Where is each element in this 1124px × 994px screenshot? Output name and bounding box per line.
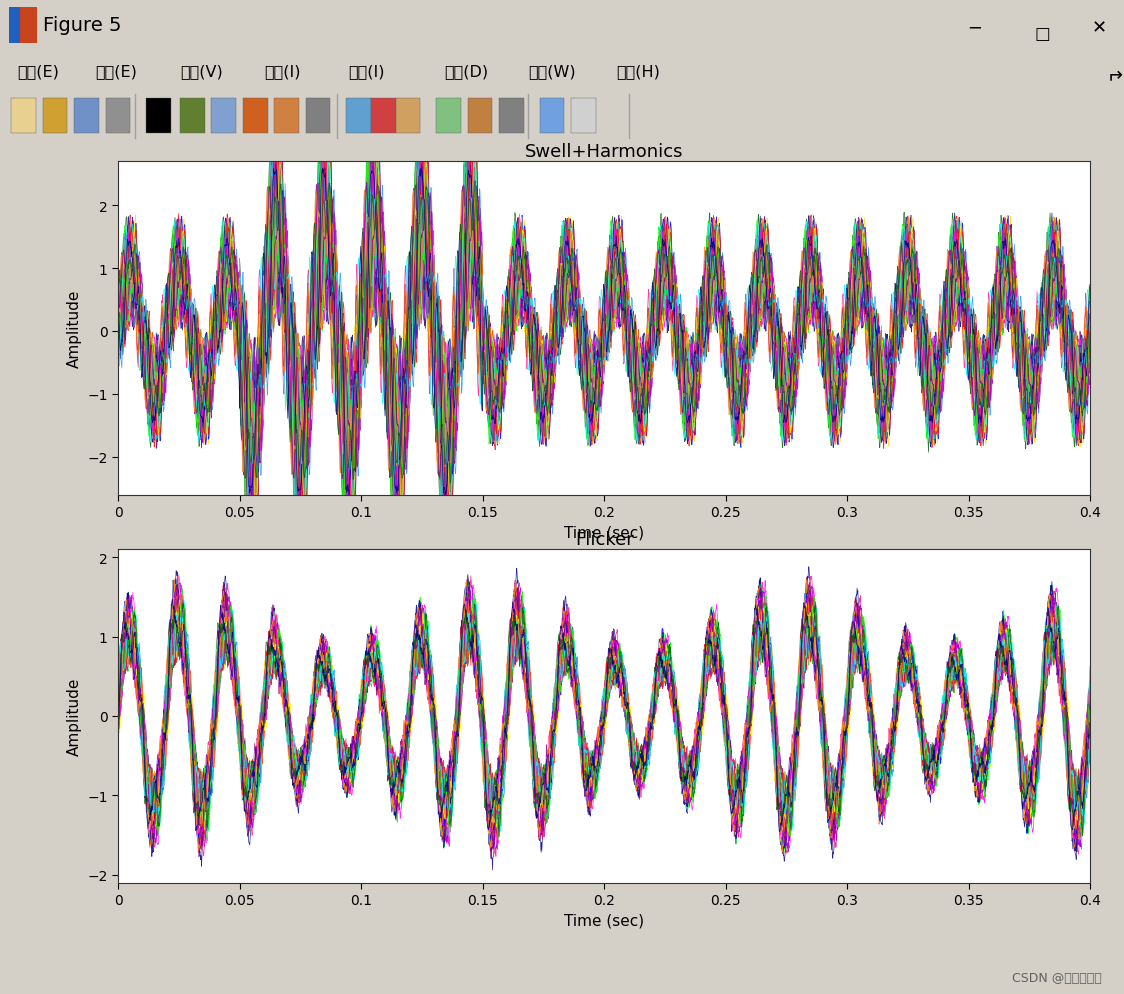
Title: Swell+Harmonics: Swell+Harmonics — [525, 142, 683, 160]
Text: CSDN @荔枝科研社: CSDN @荔枝科研社 — [1012, 971, 1102, 984]
FancyBboxPatch shape — [468, 98, 492, 134]
FancyBboxPatch shape — [306, 98, 330, 134]
Text: 插入(I): 插入(I) — [264, 64, 300, 79]
Text: Figure 5: Figure 5 — [43, 16, 121, 36]
X-axis label: Time (sec): Time (sec) — [564, 525, 644, 540]
FancyBboxPatch shape — [106, 98, 130, 134]
FancyBboxPatch shape — [499, 98, 524, 134]
FancyBboxPatch shape — [346, 98, 371, 134]
FancyBboxPatch shape — [43, 98, 67, 134]
Text: 查看(V): 查看(V) — [180, 64, 223, 79]
FancyBboxPatch shape — [396, 98, 420, 134]
Text: 工具(I): 工具(I) — [348, 64, 384, 79]
FancyBboxPatch shape — [243, 98, 268, 134]
FancyBboxPatch shape — [74, 98, 99, 134]
FancyBboxPatch shape — [274, 98, 299, 134]
Y-axis label: Amplitude: Amplitude — [66, 677, 82, 755]
FancyBboxPatch shape — [180, 98, 205, 134]
Text: 编辑(E): 编辑(E) — [96, 64, 137, 79]
Text: 窗口(W): 窗口(W) — [528, 64, 575, 79]
Title: Flicker: Flicker — [574, 530, 634, 548]
Text: ─: ─ — [969, 20, 980, 38]
FancyBboxPatch shape — [371, 98, 396, 134]
Bar — [9, 8, 20, 44]
FancyBboxPatch shape — [211, 98, 236, 134]
Text: 桌面(D): 桌面(D) — [444, 64, 488, 79]
X-axis label: Time (sec): Time (sec) — [564, 912, 644, 927]
FancyBboxPatch shape — [11, 98, 36, 134]
FancyBboxPatch shape — [571, 98, 596, 134]
FancyBboxPatch shape — [540, 98, 564, 134]
Text: □: □ — [1034, 25, 1050, 43]
Y-axis label: Amplitude: Amplitude — [66, 289, 82, 368]
Text: 帮助(H): 帮助(H) — [616, 64, 660, 79]
Text: ✕: ✕ — [1091, 20, 1106, 38]
Text: 文件(E): 文件(E) — [17, 64, 58, 79]
Text: ↵: ↵ — [1106, 62, 1123, 81]
Bar — [9, 8, 37, 44]
FancyBboxPatch shape — [436, 98, 461, 134]
FancyBboxPatch shape — [146, 98, 171, 134]
